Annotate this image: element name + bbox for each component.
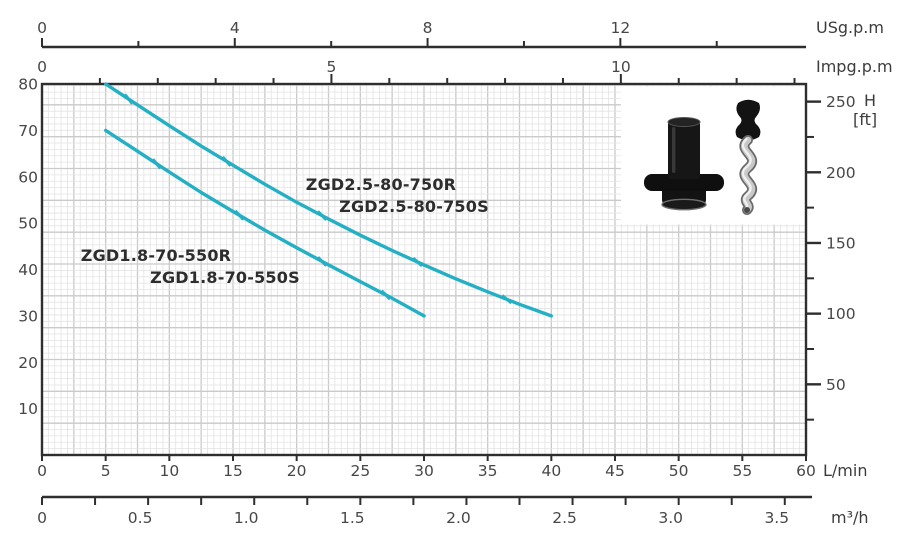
pump-parts-inset xyxy=(621,86,805,225)
lmin-tick-label: 60 xyxy=(796,462,816,480)
head-unit-label-h: H xyxy=(864,91,876,110)
lmin-tick-label: 0 xyxy=(37,462,47,480)
usgpm-tick-label: 4 xyxy=(230,19,240,37)
head-ft-tick-label: 250 xyxy=(826,93,856,111)
stator-base-face xyxy=(661,198,707,211)
impgpm-tick-label: 0 xyxy=(37,58,47,76)
curve-notch xyxy=(123,93,134,105)
impgpm-tick-label: 5 xyxy=(326,58,336,76)
pump-curve-ZGD2.5-80-750 xyxy=(104,82,553,318)
head-m-tick-label: 60 xyxy=(18,168,38,186)
curve-labels-layer: ZGD2.5-80-750R ZGD2.5-80-750S ZGD1.8-70-55… xyxy=(81,175,489,287)
lmin-tick-label: 20 xyxy=(287,462,307,480)
m3h-tick-label: 0 xyxy=(37,509,47,527)
lmin-tick-label: 5 xyxy=(101,462,111,480)
tick-labels-layer: 0 4 8 120 5 100 5 10 15 20 25 30 35 40 45 50 55 600 0.5 1.0… xyxy=(18,19,855,527)
lmin-tick-label: 45 xyxy=(605,462,625,480)
head-m-tick-label: 50 xyxy=(18,215,38,233)
head-m-tick-label: 80 xyxy=(18,76,38,94)
rotor-helix-highlight xyxy=(741,137,752,211)
curve-label: ZGD1.8-70-550S xyxy=(150,268,300,287)
impgpm-unit-label: Impg.p.m xyxy=(816,57,893,76)
curve-label: ZGD2.5-80-750S xyxy=(339,197,489,216)
axes-layer xyxy=(40,38,821,505)
usgpm-tick-label: 12 xyxy=(610,19,630,37)
curve-notch xyxy=(316,210,328,221)
stator-cylinder xyxy=(668,121,700,179)
lmin-tick-label: 35 xyxy=(478,462,498,480)
head-unit-label-ft: [ft] xyxy=(853,110,877,129)
stator-flange xyxy=(644,174,724,191)
unit-labels: USg.p.m Impg.p.m H [ft] L/min m³/h xyxy=(816,18,893,527)
m3h-tick-label: 1.5 xyxy=(340,509,365,527)
m3h-tick-label: 1.0 xyxy=(234,509,259,527)
curves-layer xyxy=(104,82,553,318)
head-m-tick-label: 20 xyxy=(18,354,38,372)
head-ft-tick-label: 150 xyxy=(826,234,856,252)
lmin-tick-label: 30 xyxy=(414,462,434,480)
lmin-unit-label: L/min xyxy=(823,461,867,480)
m3h-tick-label: 3.5 xyxy=(764,509,789,527)
curve-notch xyxy=(380,289,392,301)
curve-notch xyxy=(234,209,245,221)
head-m-tick-label: 40 xyxy=(18,261,38,279)
head-ft-tick-label: 50 xyxy=(826,376,846,394)
curve-label: ZGD2.5-80-750R xyxy=(306,175,456,194)
head-ft-tick-label: 100 xyxy=(826,305,856,323)
m3h-tick-label: 2.5 xyxy=(552,509,577,527)
m3h-tick-label: 0.5 xyxy=(128,509,153,527)
head-m-tick-label: 10 xyxy=(18,400,38,418)
lmin-tick-label: 40 xyxy=(541,462,561,480)
stator-top-face xyxy=(667,117,701,127)
lmin-tick-label: 15 xyxy=(223,462,243,480)
pump-stator-image xyxy=(644,117,724,211)
head-m-tick-label: 70 xyxy=(18,122,38,140)
curve-notch xyxy=(501,294,513,305)
usgpm-unit-label: USg.p.m xyxy=(816,18,884,37)
curve-notch xyxy=(316,256,328,267)
curve-label: ZGD1.8-70-550R xyxy=(81,246,231,265)
curve-notch xyxy=(151,158,162,170)
usgpm-tick-label: 0 xyxy=(37,19,47,37)
curve-notch xyxy=(221,155,232,167)
stator-highlight xyxy=(672,127,676,173)
pump-rotor-image xyxy=(735,99,761,215)
head-ft-tick-label: 200 xyxy=(826,164,856,182)
lmin-tick-label: 10 xyxy=(159,462,179,480)
impgpm-tick-label: 10 xyxy=(611,58,631,76)
lmin-tick-label: 25 xyxy=(350,462,370,480)
inset-panel xyxy=(621,86,805,225)
m3h-tick-label: 3.0 xyxy=(658,509,683,527)
rotor-head xyxy=(735,99,761,141)
curve-notch xyxy=(412,256,424,268)
head-m-tick-label: 30 xyxy=(18,307,38,325)
m3h-unit-label: m³/h xyxy=(831,508,869,527)
rotor-tip xyxy=(744,207,750,213)
usgpm-tick-label: 8 xyxy=(423,19,433,37)
m3h-tick-label: 2.0 xyxy=(446,509,471,527)
lmin-tick-label: 50 xyxy=(669,462,689,480)
lmin-tick-label: 55 xyxy=(732,462,752,480)
